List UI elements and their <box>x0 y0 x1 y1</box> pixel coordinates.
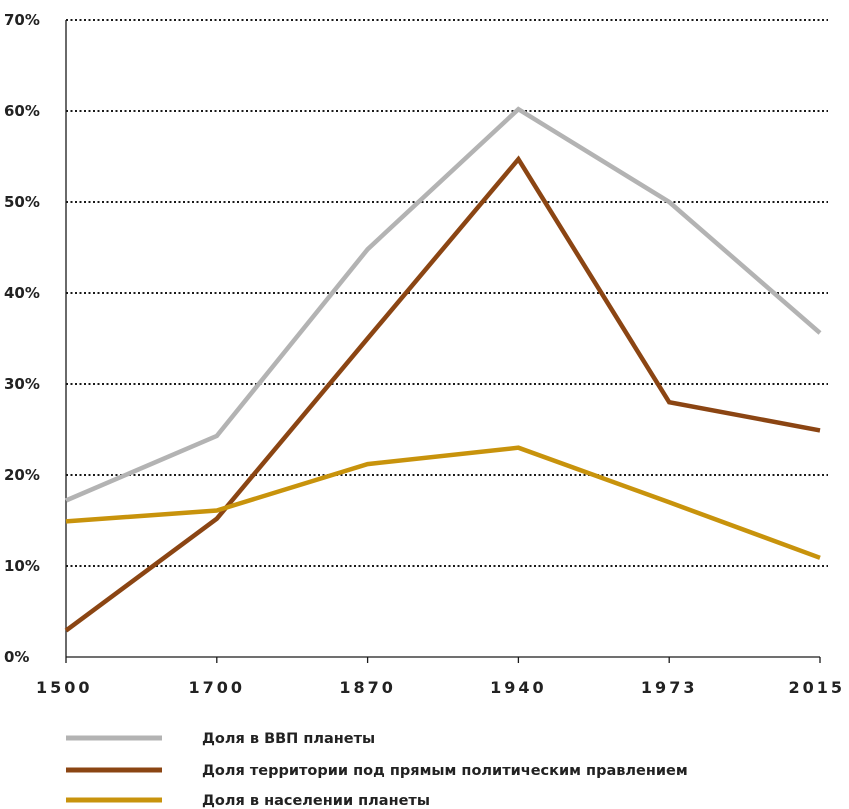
x-tick-label: 1700 <box>189 678 246 697</box>
series-lines <box>64 106 822 633</box>
y-tick-label: 70% <box>4 11 40 29</box>
y-tick-label: 40% <box>4 284 40 302</box>
x-tick-label: 2015 <box>788 678 845 697</box>
y-tick-label: 50% <box>4 193 40 211</box>
y-tick-label: 60% <box>4 102 40 120</box>
x-tick-label: 1940 <box>490 678 547 697</box>
gridlines <box>66 19 828 567</box>
legend: Доля в ВВП планеты Доля территории под пр… <box>66 731 688 809</box>
y-axis-ticks: 0% 10% 20% 30% 40% 50% 60% 70% <box>4 11 40 666</box>
legend-label-2: Доля территории под прямым политическим … <box>202 763 688 779</box>
x-axis-ticks: 1500 1700 1870 1940 1973 2015 <box>36 678 845 697</box>
y-tick-label: 10% <box>4 557 40 575</box>
x-tick-label: 1973 <box>641 678 698 697</box>
legend-label-3: Доля в населении планеты <box>202 793 430 809</box>
series-line-3 <box>65 445 821 560</box>
y-tick-label: 20% <box>4 466 40 484</box>
axes <box>65 20 821 663</box>
y-tick-label: 30% <box>4 375 40 393</box>
series-line-2 <box>64 155 821 633</box>
series-line-1 <box>65 106 822 503</box>
x-tick-label: 1500 <box>36 678 93 697</box>
y-tick-label: 0% <box>4 648 29 666</box>
x-tick-label: 1870 <box>339 678 396 697</box>
legend-label-1: Доля в ВВП планеты <box>202 731 375 747</box>
